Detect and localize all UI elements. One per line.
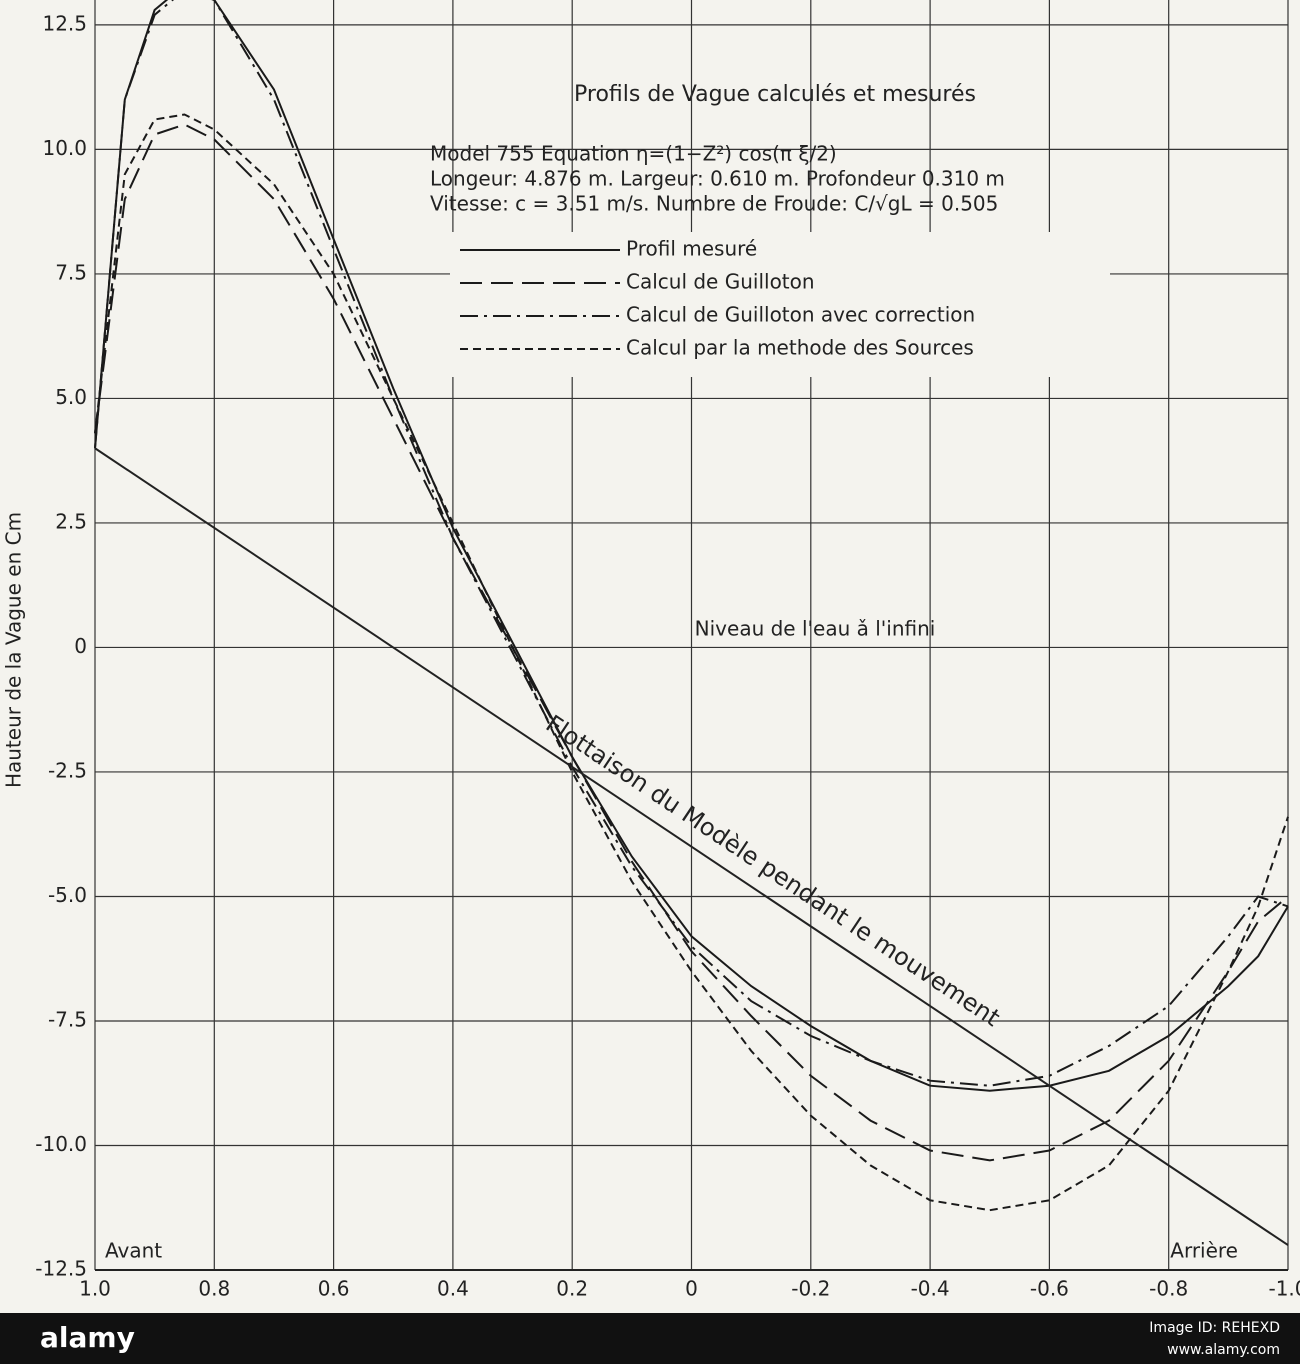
chart-title: Profils de Vague calculés et mesurés <box>574 82 976 107</box>
x-tick-label: -0.8 <box>1149 1277 1188 1301</box>
x-tick-label: 0.4 <box>437 1277 469 1301</box>
watermark-url: www.alamy.com <box>1167 1342 1280 1358</box>
annotation: Arrière <box>1170 1239 1238 1263</box>
x-tick-label: 1.0 <box>79 1277 111 1301</box>
x-tick-label: -0.4 <box>911 1277 950 1301</box>
legend-label: Calcul de Guilloton avec correction <box>626 303 975 327</box>
y-tick-label: -10.0 <box>35 1132 87 1156</box>
legend-background <box>450 232 1110 377</box>
y-tick-label: -2.5 <box>48 758 87 782</box>
y-tick-label: -5.0 <box>48 883 87 907</box>
x-tick-label: -0.2 <box>791 1277 830 1301</box>
legend-label: Profil mesuré <box>626 237 757 261</box>
waterline <box>94 447 1289 1246</box>
annotation: Avant <box>105 1239 162 1263</box>
x-tick-label: 0.2 <box>556 1277 588 1301</box>
watermark-id: Image ID: REHEXD <box>1149 1320 1280 1336</box>
annotation: Vitesse: c = 3.51 m/s. Numbre de Froude:… <box>430 192 998 216</box>
annotation: Niveau de l'eau ǎ l'infini <box>695 617 936 641</box>
y-tick-label: 5.0 <box>55 385 87 409</box>
annotation: Model 755 Equation η=(1−Z²) cos(π ξ/2) <box>430 142 837 166</box>
x-tick-label: -1.0 <box>1268 1277 1300 1301</box>
y-tick-label: 2.5 <box>55 509 87 533</box>
watermark-bar <box>0 1313 1300 1364</box>
y-tick-label: -12.5 <box>35 1257 87 1281</box>
annotation: Longeur: 4.876 m. Largeur: 0.610 m. Prof… <box>430 167 1005 191</box>
x-tick-label: 0.8 <box>198 1277 230 1301</box>
y-tick-label: 10.0 <box>42 136 87 160</box>
x-tick-label: -0.6 <box>1030 1277 1069 1301</box>
x-tick-label: 0 <box>685 1277 698 1301</box>
legend-label: Calcul par la methode des Sources <box>626 336 974 360</box>
y-tick-label: 12.5 <box>42 11 87 35</box>
x-tick-label: 0.6 <box>318 1277 350 1301</box>
line-series <box>94 123 1289 1162</box>
y-axis-label: Hauteur de la Vague en Cm <box>2 512 26 788</box>
legend-label: Calcul de Guilloton <box>626 270 815 294</box>
y-tick-label: 0 <box>74 634 87 658</box>
y-tick-label: 7.5 <box>55 260 87 284</box>
line-series <box>94 0 1289 1087</box>
line-series <box>94 113 1289 1212</box>
y-tick-label: -7.5 <box>48 1007 87 1031</box>
line-series <box>94 0 1289 1092</box>
watermark-logo: alamy <box>40 1321 135 1354</box>
